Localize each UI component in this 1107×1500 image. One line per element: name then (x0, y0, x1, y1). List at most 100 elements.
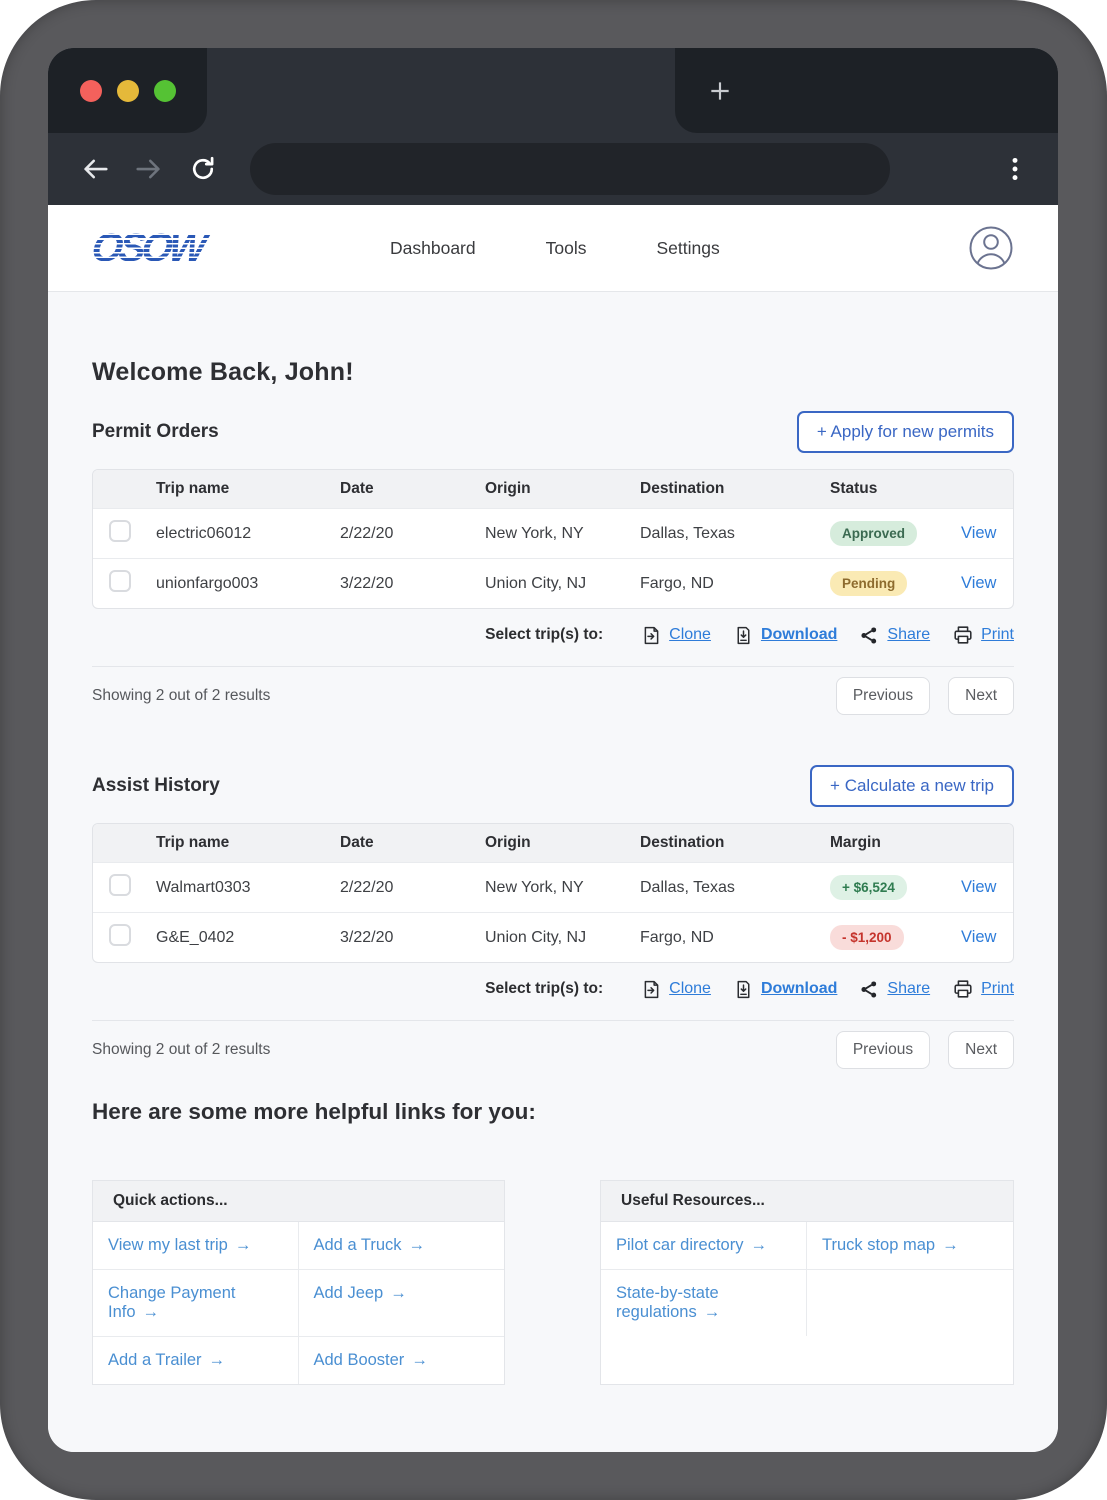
share-icon (861, 980, 877, 998)
assist-history-title: Assist History (92, 775, 220, 796)
add-jeep-link[interactable]: Add Jeep (313, 1284, 384, 1302)
col-origin: Origin (485, 834, 531, 851)
apply-new-permits-button[interactable]: + Apply for new permits (796, 411, 1014, 453)
add-booster-link[interactable]: Add Booster (313, 1351, 405, 1369)
status-badge: Approved (830, 521, 918, 546)
state-regulations-link[interactable]: State-by-state regulations (616, 1284, 719, 1321)
col-date: Date (340, 834, 374, 851)
arrow-right-icon: → (750, 1236, 767, 1254)
cell-destination: Fargo, ND (640, 574, 714, 592)
useful-resources-table: Useful Resources... Pilot car directory →… (600, 1180, 1014, 1385)
close-light[interactable] (80, 79, 102, 102)
nav-item-tools[interactable]: Tools (545, 237, 587, 258)
col-origin: Origin (485, 480, 531, 497)
permit-orders-table: Trip name Date Origin Destination Status… (92, 469, 1014, 609)
user-avatar-icon[interactable] (968, 225, 1014, 271)
window-controls (48, 48, 207, 133)
share-link[interactable]: Share (887, 980, 931, 997)
osow-logo[interactable]: OSOW (90, 226, 242, 270)
list-item: Add Booster → (299, 1337, 505, 1384)
print-link[interactable]: Print (981, 980, 1014, 997)
calculate-new-trip-button[interactable]: + Calculate a new trip (810, 765, 1014, 807)
new-tab-icon[interactable] (703, 74, 737, 108)
download-action: Download (733, 625, 837, 646)
list-item: Change Payment Info → (93, 1270, 299, 1337)
print-icon (954, 626, 972, 644)
change-payment-info-link[interactable]: Change Payment Info (108, 1284, 236, 1321)
share-link[interactable]: Share (887, 626, 931, 643)
cell-trip-name: Walmart0303 (156, 878, 251, 896)
table-header-row: Trip name Date Origin Destination Margin (93, 824, 1013, 862)
tab-strip-right (675, 48, 1058, 133)
view-link[interactable]: View (961, 524, 997, 542)
permit-orders-header: Permit Orders + Apply for new permits (92, 411, 1014, 453)
download-link[interactable]: Download (760, 980, 838, 997)
view-link[interactable]: View (961, 574, 997, 592)
view-link[interactable]: View (961, 928, 997, 946)
nav-item-dashboard[interactable]: Dashboard (390, 237, 476, 258)
truck-stop-map-link[interactable]: Truck stop map (822, 1236, 936, 1254)
useful-resources-grid: Pilot car directory → Truck stop map → Sta… (601, 1222, 1013, 1336)
helpful-links-row: Quick actions... View my last trip → Add … (92, 1180, 1014, 1385)
status-badge: Pending (830, 571, 908, 596)
useful-resources-header: Useful Resources... (601, 1181, 1013, 1222)
cell-trip-name: electric06012 (156, 524, 252, 542)
download-action: Download (733, 979, 837, 1000)
arrow-right-icon: → (234, 1236, 252, 1254)
row-checkbox[interactable] (109, 520, 131, 542)
minimize-light[interactable] (117, 79, 139, 102)
pagination: Previous Next (835, 1031, 1014, 1069)
previous-button[interactable]: Previous (835, 677, 931, 715)
next-button[interactable]: Next (948, 677, 1014, 715)
row-checkbox[interactable] (109, 874, 131, 896)
browser-window: OSOW Dashboard Tools Settings (48, 48, 1058, 1452)
download-link[interactable]: Download (760, 626, 838, 643)
nav-item-settings[interactable]: Settings (656, 237, 720, 258)
cell-destination: Dallas, Texas (640, 524, 735, 542)
welcome-heading: Welcome Back, John! (92, 358, 354, 386)
cell-origin: Union City, NJ (485, 928, 587, 946)
print-icon (954, 980, 972, 998)
arrow-right-icon: → (208, 1351, 226, 1369)
list-item (807, 1270, 1013, 1336)
add-truck-link[interactable]: Add a Truck (313, 1236, 402, 1254)
permit-results-row: Showing 2 out of 2 results Previous Next (92, 677, 1014, 715)
back-icon[interactable] (78, 152, 112, 186)
clone-link[interactable]: Clone (669, 626, 711, 643)
cell-origin: Union City, NJ (485, 574, 587, 592)
col-date: Date (340, 480, 374, 497)
quick-actions-table: Quick actions... View my last trip → Add … (92, 1180, 505, 1385)
cell-trip-name: G&E_0402 (156, 928, 235, 946)
clone-action: Clone (641, 979, 711, 1000)
assist-history-header: Assist History + Calculate a new trip (92, 765, 1014, 807)
print-action: Print (952, 978, 1014, 1000)
helpful-links-title: Here are some more helpful links for you… (92, 1099, 536, 1124)
share-action: Share (859, 979, 930, 1000)
list-item: View my last trip → (93, 1222, 299, 1270)
view-link[interactable]: View (961, 878, 997, 896)
view-last-trip-link[interactable]: View my last trip (108, 1236, 228, 1254)
address-bar[interactable] (250, 143, 890, 195)
maximize-light[interactable] (154, 79, 176, 102)
site-header: OSOW Dashboard Tools Settings (48, 205, 1058, 292)
arrow-right-icon: → (408, 1236, 426, 1254)
row-checkbox[interactable] (109, 570, 131, 592)
row-checkbox[interactable] (109, 924, 131, 946)
clone-link[interactable]: Clone (669, 980, 711, 997)
add-trailer-link[interactable]: Add a Trailer (108, 1351, 202, 1369)
table-row: Walmart0303 2/22/20 New York, NY Dallas,… (93, 862, 1013, 912)
cell-date: 3/22/20 (340, 574, 394, 592)
assist-results-row: Showing 2 out of 2 results Previous Next (92, 1031, 1014, 1069)
next-button[interactable]: Next (948, 1031, 1014, 1069)
cell-trip-name: unionfargo003 (156, 574, 259, 592)
menu-kebab-icon[interactable] (1002, 152, 1028, 186)
reload-icon[interactable] (186, 152, 220, 186)
previous-button[interactable]: Previous (835, 1031, 931, 1069)
print-action: Print (952, 624, 1014, 646)
pilot-car-directory-link[interactable]: Pilot car directory (616, 1236, 744, 1254)
print-link[interactable]: Print (981, 626, 1014, 643)
forward-icon[interactable] (132, 152, 166, 186)
margin-badge: - $1,200 (830, 925, 904, 950)
clone-icon (644, 980, 659, 998)
